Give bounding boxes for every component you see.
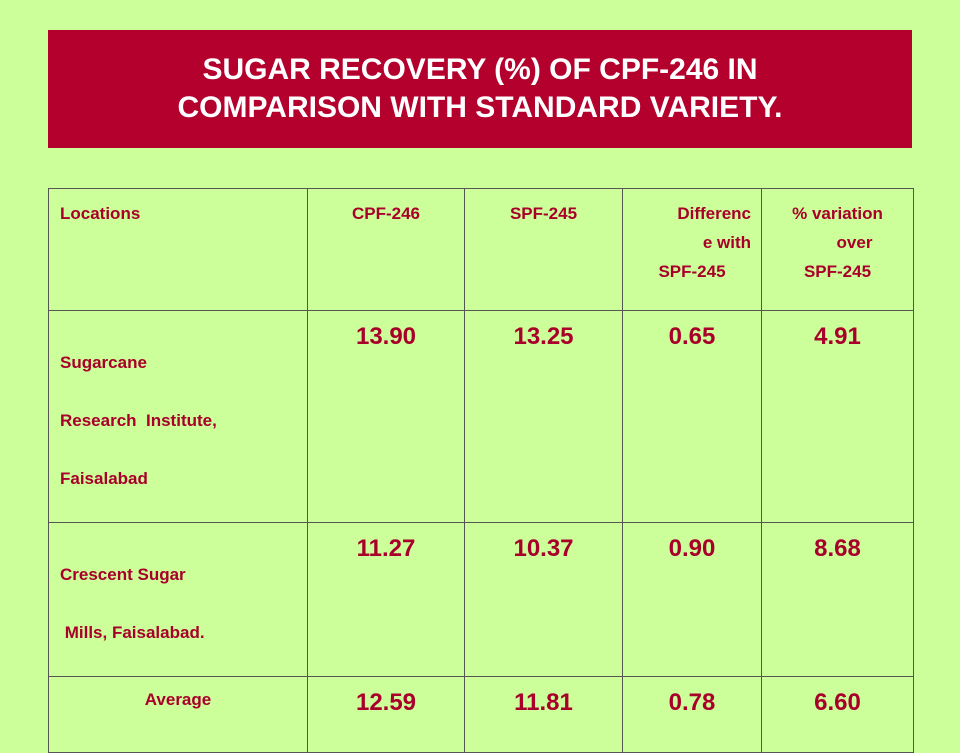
header-locations-cell: Locations: [48, 188, 308, 311]
location-line: Sugarcane: [60, 353, 147, 372]
header-cpf-246: CPF-246: [351, 204, 421, 223]
cpf-value-cell: 12.59: [307, 676, 465, 753]
difference-value-cell: 0.65: [622, 310, 762, 523]
sugar-recovery-table: Locations CPF-246 SPF-245 Differenc e wi…: [48, 188, 914, 753]
table-row-average: Average 12.59 11.81 0.78 6.60: [48, 676, 914, 753]
difference-value: 0.90: [668, 535, 716, 562]
spf-average-value: 11.81: [514, 689, 573, 716]
difference-value: 0.65: [668, 323, 716, 350]
location-cell: Crescent Sugar Mills, Faisalabad.: [48, 522, 308, 677]
spf-value-cell: 13.25: [464, 310, 623, 523]
cpf-value-cell: 11.27: [307, 522, 465, 677]
header-locations: Locations: [60, 204, 141, 223]
header-difference-line-1: Differenc: [677, 204, 751, 223]
spf-value: 10.37: [513, 535, 574, 562]
table-row: Sugarcane Research Institute, Faisalabad…: [48, 310, 914, 523]
location-crescent-sugar-mills: Crescent Sugar Mills, Faisalabad.: [49, 523, 307, 676]
slide-title-line-2: COMPARISON WITH STANDARD VARIETY.: [177, 91, 783, 124]
header-spf-cell: SPF-245: [464, 188, 623, 311]
header-variation: % variation over SPF-245: [762, 189, 913, 286]
cpf-value: 11.27: [356, 535, 416, 562]
average-label: Average: [144, 690, 212, 709]
location-line: Crescent Sugar: [60, 565, 186, 584]
cpf-value-cell: 13.90: [307, 310, 465, 523]
variation-value: 8.68: [814, 535, 861, 562]
cpf-average-value: 12.59: [355, 689, 417, 716]
header-variation-line-2: over: [836, 233, 873, 252]
header-variation-line-3: SPF-245: [803, 262, 872, 281]
cpf-value: 13.90: [355, 323, 417, 350]
header-cpf-cell: CPF-246: [307, 188, 465, 311]
difference-value-cell: 0.90: [622, 522, 762, 677]
spf-value: 13.25: [513, 323, 574, 350]
location-line: Faisalabad: [60, 469, 148, 488]
difference-average-value: 0.78: [668, 689, 716, 716]
table-row: Crescent Sugar Mills, Faisalabad. 11.27 …: [48, 522, 914, 677]
variation-value: 4.91: [814, 323, 861, 350]
header-variation-cell: % variation over SPF-245: [761, 188, 914, 311]
header-difference-line-3: SPF-245: [658, 262, 726, 281]
header-spf-245: SPF-245: [509, 204, 578, 223]
variation-value-cell: 8.68: [761, 522, 914, 677]
location-line: Research Institute,: [60, 411, 217, 430]
difference-value-cell: 0.78: [622, 676, 762, 753]
header-difference: Differenc e with SPF-245: [623, 189, 761, 286]
location-line: Mills, Faisalabad.: [60, 623, 205, 642]
location-cell: Sugarcane Research Institute, Faisalabad: [48, 310, 308, 523]
slide-title-banner: SUGAR RECOVERY (%) OF CPF-246 IN COMPARI…: [48, 30, 912, 148]
variation-value-cell: 4.91: [761, 310, 914, 523]
spf-value-cell: 11.81: [464, 676, 623, 753]
header-difference-line-2: e with: [702, 233, 751, 252]
header-variation-line-1: % variation: [792, 204, 883, 223]
spf-value-cell: 10.37: [464, 522, 623, 677]
location-sugarcane-research-institute: Sugarcane Research Institute, Faisalabad: [49, 311, 307, 522]
variation-value-cell: 6.60: [761, 676, 914, 753]
location-cell: Average: [48, 676, 308, 753]
variation-average-value: 6.60: [814, 689, 861, 716]
slide-title-line-1: SUGAR RECOVERY (%) OF CPF-246 IN: [202, 53, 758, 86]
header-difference-cell: Differenc e with SPF-245: [622, 188, 762, 311]
table-header-row: Locations CPF-246 SPF-245 Differenc e wi…: [48, 188, 914, 311]
